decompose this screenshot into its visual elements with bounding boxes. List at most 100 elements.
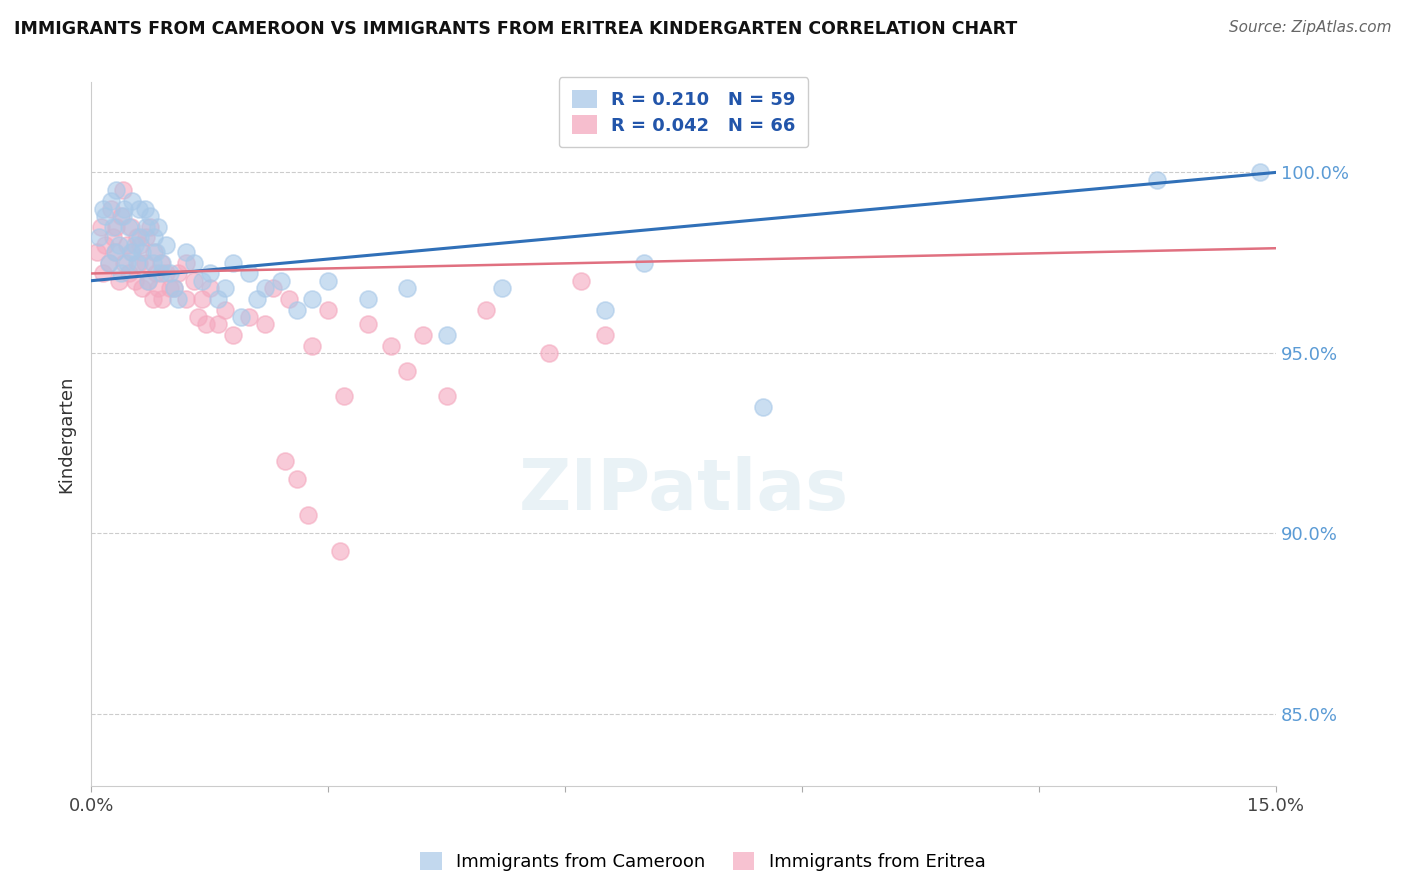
Point	[120, 244, 142, 259]
Point	[128, 255, 150, 269]
Point	[436, 327, 458, 342]
Point	[115, 237, 138, 252]
Point	[142, 255, 165, 269]
Point	[222, 327, 245, 342]
Point	[207, 292, 229, 306]
Point	[150, 255, 173, 269]
Point	[194, 317, 217, 331]
Point	[222, 255, 245, 269]
Point	[139, 209, 162, 223]
Point	[316, 274, 339, 288]
Point	[253, 317, 276, 331]
Point	[277, 292, 299, 306]
Point	[118, 219, 141, 234]
Point	[183, 255, 205, 269]
Point	[159, 267, 181, 281]
Point	[136, 274, 159, 288]
Point	[285, 302, 308, 317]
Point	[110, 267, 132, 281]
Point	[110, 209, 132, 223]
Point	[124, 237, 146, 252]
Point	[104, 244, 127, 259]
Point	[163, 281, 186, 295]
Point	[475, 302, 498, 317]
Point	[198, 267, 221, 281]
Point	[120, 219, 142, 234]
Point	[190, 274, 212, 288]
Point	[333, 389, 356, 403]
Point	[167, 267, 190, 281]
Point	[143, 230, 166, 244]
Point	[1146, 172, 1168, 186]
Point	[301, 339, 323, 353]
Legend: Immigrants from Cameroon, Immigrants from Eritrea: Immigrants from Cameroon, Immigrants fro…	[413, 846, 993, 879]
Point	[231, 310, 253, 324]
Point	[238, 310, 260, 324]
Point	[253, 281, 276, 295]
Point	[135, 219, 157, 234]
Point	[159, 281, 181, 295]
Point	[129, 237, 152, 252]
Point	[150, 292, 173, 306]
Point	[111, 184, 134, 198]
Point	[103, 230, 125, 244]
Point	[149, 255, 172, 269]
Point	[396, 281, 419, 295]
Point	[105, 184, 128, 198]
Point	[86, 244, 108, 259]
Point	[1249, 165, 1271, 179]
Point	[183, 274, 205, 288]
Point	[111, 209, 134, 223]
Point	[207, 317, 229, 331]
Point	[538, 346, 561, 360]
Point	[412, 327, 434, 342]
Point	[356, 292, 378, 306]
Point	[124, 274, 146, 288]
Point	[396, 364, 419, 378]
Point	[380, 339, 402, 353]
Point	[214, 302, 236, 317]
Point	[118, 267, 141, 281]
Point	[131, 244, 153, 259]
Legend: R = 0.210   N = 59, R = 0.042   N = 66: R = 0.210 N = 59, R = 0.042 N = 66	[558, 77, 808, 147]
Point	[149, 267, 172, 281]
Point	[593, 327, 616, 342]
Point	[121, 194, 143, 209]
Point	[593, 302, 616, 317]
Point	[104, 244, 127, 259]
Point	[356, 317, 378, 331]
Point	[103, 219, 125, 234]
Point	[301, 292, 323, 306]
Point	[436, 389, 458, 403]
Point	[136, 274, 159, 288]
Point	[107, 237, 129, 252]
Point	[174, 244, 197, 259]
Y-axis label: Kindergarten: Kindergarten	[58, 376, 75, 493]
Point	[270, 274, 292, 288]
Point	[87, 230, 110, 244]
Point	[273, 454, 295, 468]
Point	[329, 544, 352, 558]
Point	[90, 219, 112, 234]
Point	[94, 237, 117, 252]
Text: Source: ZipAtlas.com: Source: ZipAtlas.com	[1229, 20, 1392, 35]
Point	[100, 194, 122, 209]
Point	[139, 219, 162, 234]
Point	[105, 219, 128, 234]
Point	[246, 292, 269, 306]
Point	[238, 267, 260, 281]
Point	[129, 230, 152, 244]
Point	[569, 274, 592, 288]
Point	[167, 292, 190, 306]
Point	[633, 255, 655, 269]
Point	[91, 267, 114, 281]
Point	[316, 302, 339, 317]
Point	[128, 202, 150, 216]
Point	[148, 281, 170, 295]
Point	[112, 255, 135, 269]
Point	[134, 202, 156, 216]
Point	[97, 255, 120, 269]
Point	[145, 244, 167, 259]
Point	[174, 255, 197, 269]
Point	[187, 310, 209, 324]
